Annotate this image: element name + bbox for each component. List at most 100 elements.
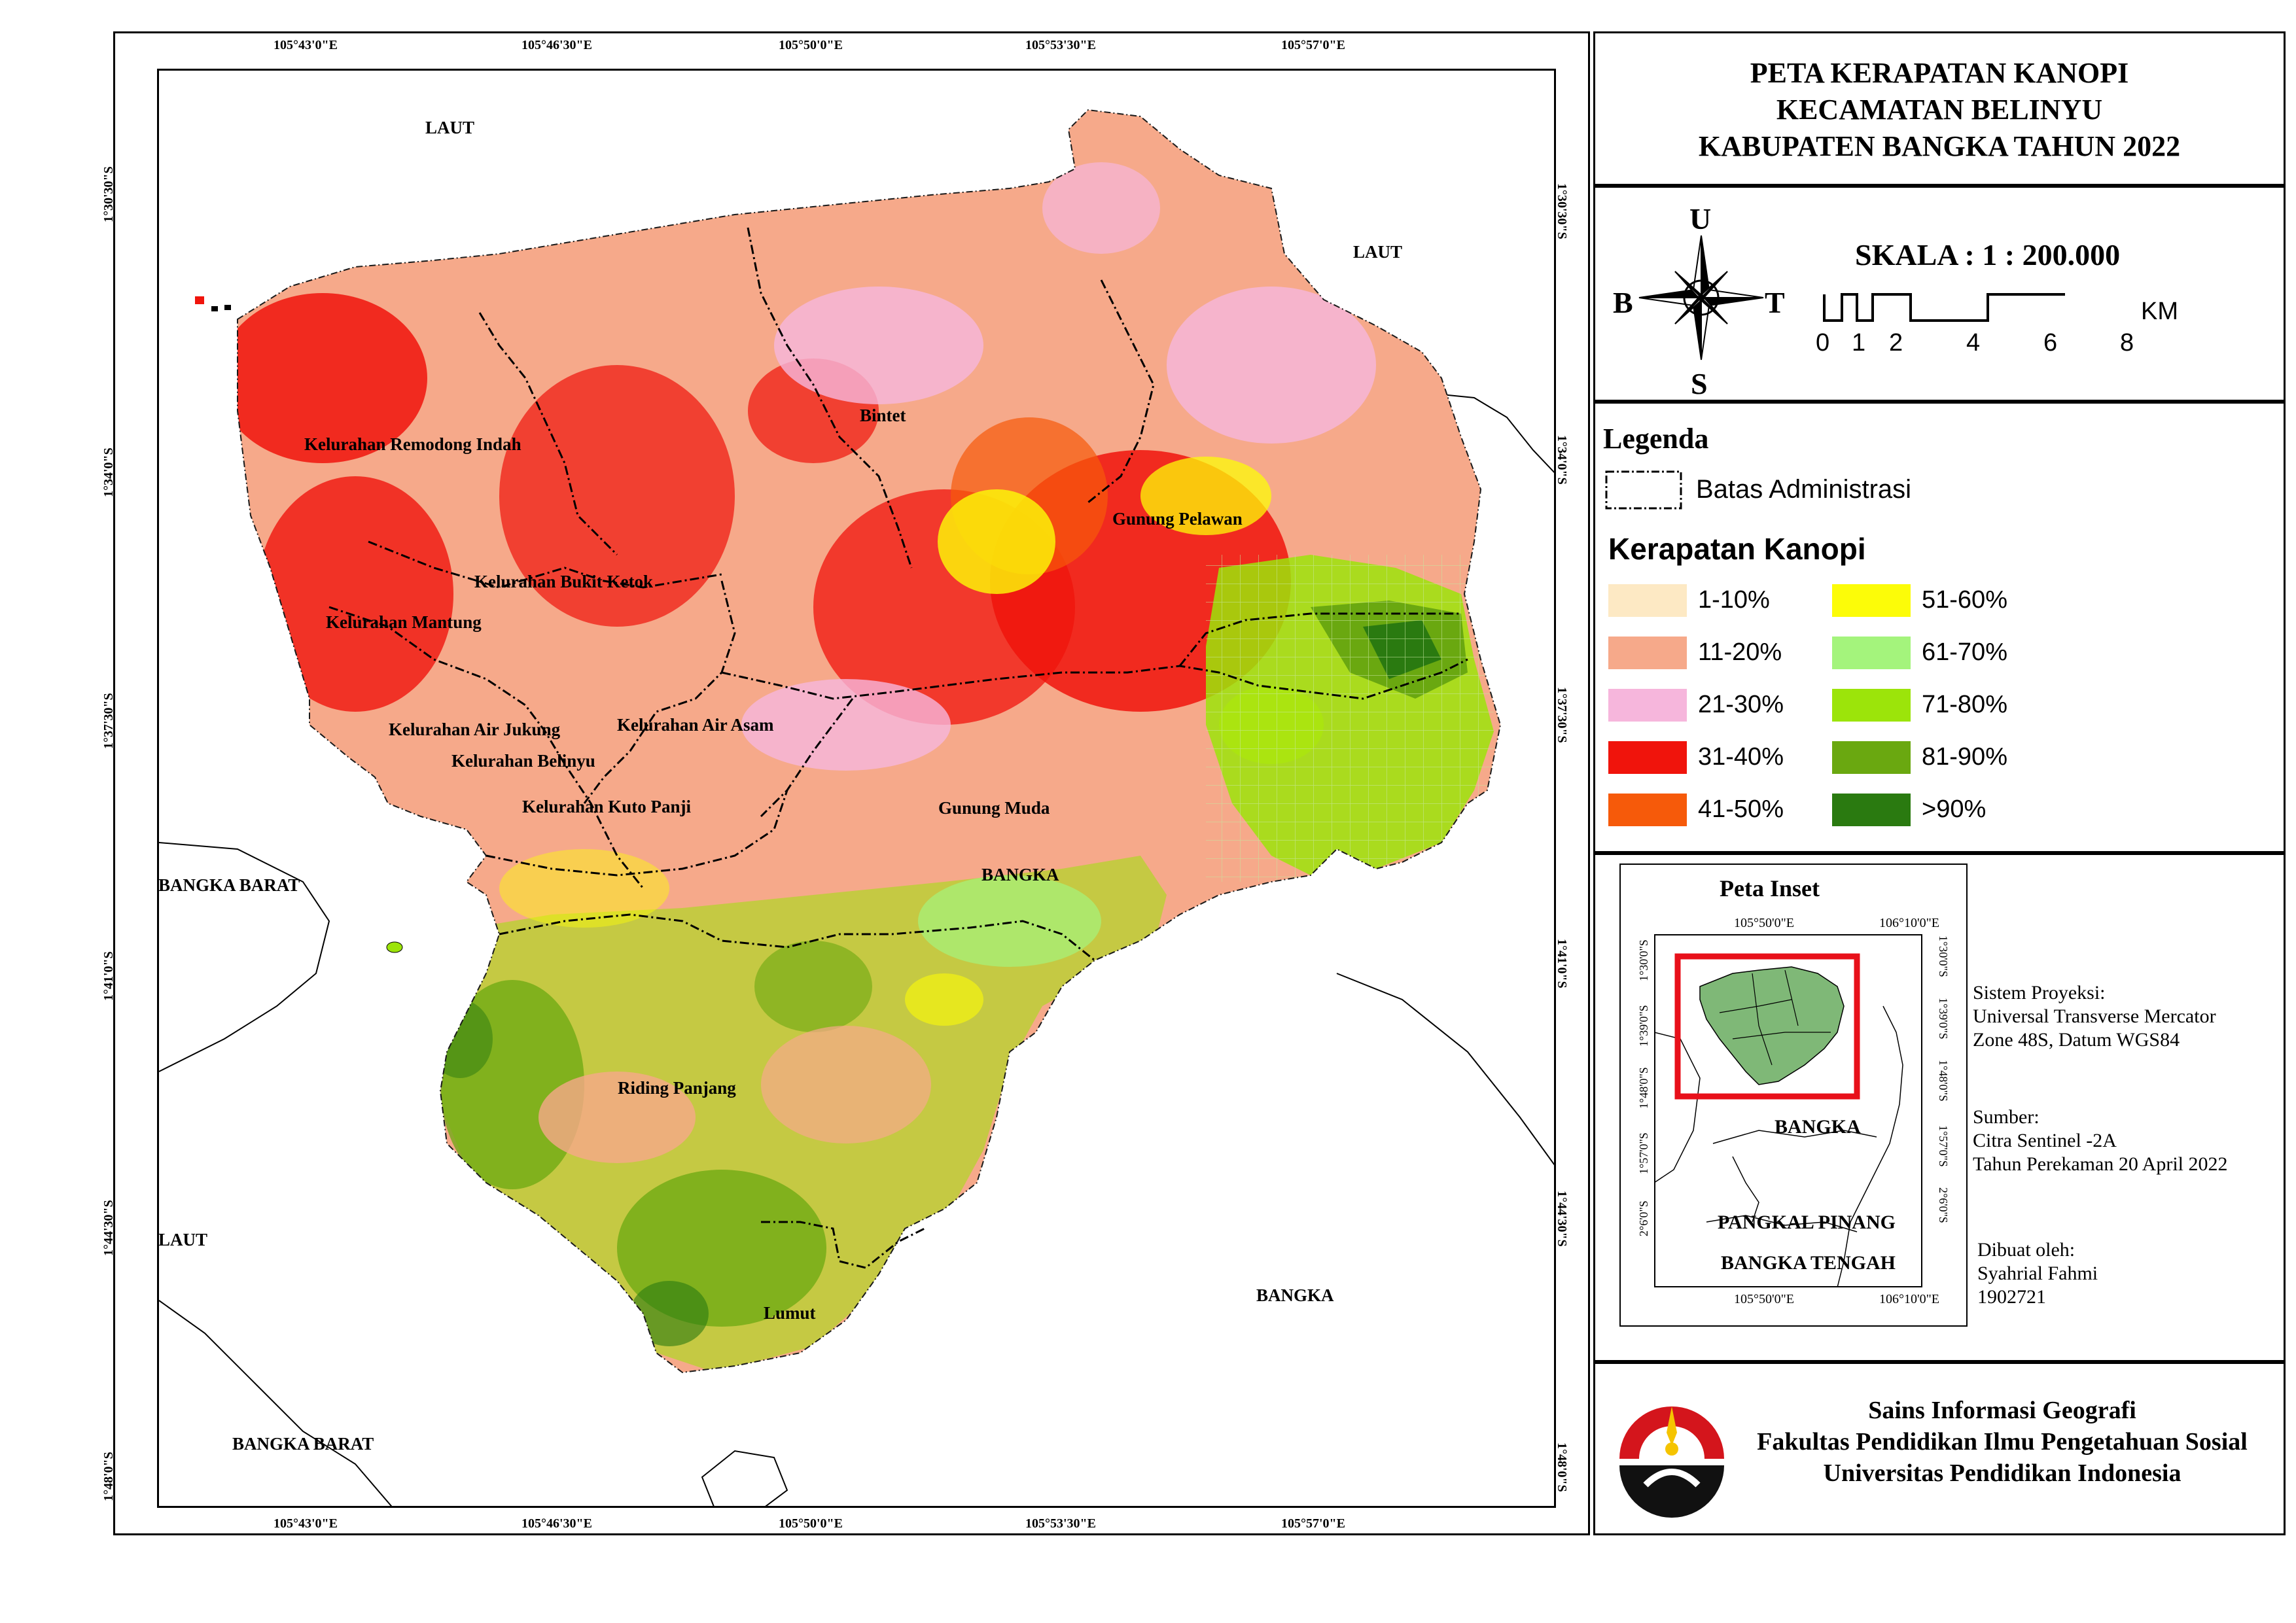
source-label: Sumber:: [1973, 1106, 2040, 1128]
legend-swatch-81-90: [1832, 741, 1911, 774]
label-bangka-barat-w: BANGKA BARAT: [158, 875, 300, 895]
legend-swatch-1-10: [1608, 584, 1687, 617]
coord-top-4: 105°53'30"E: [1025, 38, 1096, 52]
admin-boundary-swatch: [1605, 470, 1682, 510]
inset-coord-bottom-2: 106°10'0"E: [1879, 1292, 1939, 1306]
inset-coord-right-5: 2°6'0"S: [1937, 1187, 1950, 1223]
scale-tick-6: 6: [2043, 329, 2058, 357]
coord-top-1: 105°43'0"E: [274, 38, 338, 52]
title-box: [1593, 31, 2286, 186]
source-line-2: Tahun Perekaman 20 April 2022: [1973, 1153, 2228, 1175]
inset-coord-top-2: 106°10'0"E: [1879, 916, 1939, 930]
label-bangka-se: BANGKA: [1256, 1285, 1334, 1305]
scale-tick-8: 8: [2120, 329, 2134, 357]
scale-label: SKALA : 1 : 200.000: [1855, 238, 2121, 271]
inset-coord-left-4: 1°57'0"S: [1637, 1132, 1650, 1174]
coord-left-6: 1°48'0"S: [101, 1452, 116, 1501]
institution-text: Sains Informasi Geografi Fakultas Pendid…: [1727, 1395, 2277, 1489]
coord-bottom-3: 105°50'0"E: [779, 1516, 843, 1531]
legend-box: [1593, 402, 2286, 853]
university-logo-icon: [1619, 1406, 1724, 1518]
coord-top-5: 105°57'0"E: [1281, 38, 1345, 52]
projection-line-1: Universal Transverse Mercator: [1973, 1005, 2216, 1027]
legend-label-31-40: 31-40%: [1698, 743, 1784, 771]
inset-label-pangkal-pinang: PANGKAL PINANG: [1718, 1212, 1896, 1233]
coord-bottom-5: 105°57'0"E: [1281, 1516, 1345, 1531]
canopy-density-map: [159, 71, 1554, 1506]
inset-map: [1654, 934, 1922, 1287]
label-kelurahan-air-asam: Kelurahan Air Asam: [617, 715, 774, 735]
legend-label-81-90: 81-90%: [1922, 743, 2007, 771]
compass-scale-box: [1593, 186, 2286, 402]
inset-coord-top-1: 105°50'0"E: [1734, 916, 1794, 930]
institution-line-1: Sains Informasi Geografi: [1868, 1397, 2136, 1424]
title-line-2: KECAMATAN BELINYU: [1776, 94, 2103, 126]
legend-label-41-50: 41-50%: [1698, 795, 1784, 823]
legend-swatch-31-40: [1608, 741, 1687, 774]
institution-box: [1593, 1362, 2286, 1535]
map-outer-frame: [113, 31, 1590, 1535]
label-kelurahan-belinyu: Kelurahan Belinyu: [451, 751, 595, 771]
legend-swatch-61-70: [1832, 637, 1911, 669]
compass-rose-icon: [1638, 235, 1764, 360]
inset-coord-left-3: 1°48'0"S: [1637, 1067, 1650, 1109]
inset-coord-right-3: 1°48'0"S: [1937, 1060, 1950, 1102]
legend-label-11-20: 11-20%: [1698, 638, 1782, 666]
coord-right-3: 1°37'30"S: [1555, 687, 1569, 743]
scale-tick-0: 0: [1816, 329, 1830, 357]
coord-bottom-2: 105°46'30"E: [521, 1516, 592, 1531]
author-id: 1902721: [1977, 1286, 2046, 1308]
institution-line-3: Universitas Pendidikan Indonesia: [1823, 1459, 2181, 1487]
label-kelurahan-bukit-ketok: Kelurahan Bukit Ketok: [474, 572, 654, 591]
scale-bar: [1823, 293, 2065, 322]
label-lumut: Lumut: [764, 1303, 816, 1323]
label-kelurahan-air-jukung: Kelurahan Air Jukung: [389, 720, 561, 739]
projection-label: Sistem Proyeksi:: [1973, 982, 2106, 1003]
label-bintet: Bintet: [860, 406, 906, 425]
coord-right-5: 1°44'30"S: [1555, 1191, 1569, 1247]
label-kelurahan-mantung: Kelurahan Mantung: [326, 612, 482, 632]
legend-label-over-90: >90%: [1922, 795, 1987, 823]
label-laut-nw: LAUT: [425, 118, 475, 137]
label-gunung-muda: Gunung Muda: [938, 798, 1050, 818]
coord-left-4: 1°41'0"S: [101, 951, 116, 1001]
scale-unit: KM: [2141, 298, 2178, 325]
institution-line-2: Fakultas Pendidikan Ilmu Pengetahuan Sos…: [1757, 1428, 2248, 1456]
projection-info: Sistem Proyeksi: Universal Transverse Me…: [1973, 981, 2216, 1052]
label-kelurahan-remodong-indah: Kelurahan Remodong Indah: [304, 434, 521, 454]
inset-coord-right-2: 1°39'0"S: [1937, 998, 1950, 1039]
coord-top-2: 105°46'30"E: [521, 38, 592, 52]
source-line-1: Citra Sentinel -2A: [1973, 1130, 2117, 1151]
coord-right-2: 1°34'0"S: [1555, 435, 1569, 485]
legend-swatch-41-50: [1608, 794, 1687, 826]
coord-right-6: 1°48'0"S: [1555, 1442, 1569, 1492]
map-title: PETA KERAPATAN KANOPI KECAMATAN BELINYU …: [1593, 55, 2286, 165]
author-label: Dibuat oleh:: [1977, 1239, 2075, 1261]
legend-heading: Legenda: [1603, 423, 1709, 455]
inset-coord-right-4: 1°57'0"S: [1937, 1125, 1950, 1167]
legend-label-61-70: 61-70%: [1922, 638, 2007, 666]
legend-swatch-21-30: [1608, 689, 1687, 722]
label-gunung-pelawan: Gunung Pelawan: [1112, 509, 1243, 529]
inset-coord-bottom-1: 105°50'0"E: [1734, 1292, 1794, 1306]
inset-coord-left-2: 1°39'0"S: [1637, 1005, 1650, 1047]
compass-west: B: [1613, 286, 1633, 319]
scale-tick-1: 1: [1852, 329, 1866, 357]
coord-left-3: 1°37'30"S: [101, 693, 116, 749]
scale-tick-4: 4: [1966, 329, 1981, 357]
inset-meta-box: [1593, 853, 2286, 1362]
label-laut-ne: LAUT: [1353, 242, 1403, 262]
coord-bottom-4: 105°53'30"E: [1025, 1516, 1096, 1531]
legend-label-51-60: 51-60%: [1922, 586, 2007, 614]
inset-coord-left-1: 1°30'0"S: [1637, 939, 1650, 981]
title-line-1: PETA KERAPATAN KANOPI: [1750, 57, 2129, 89]
inset-label-bangka: BANGKA: [1775, 1116, 1861, 1138]
inset-title: Peta Inset: [1720, 875, 1820, 901]
compass-north: U: [1689, 202, 1712, 236]
coord-top-3: 105°50'0"E: [779, 38, 843, 52]
coord-left-1: 1°30'30"S: [101, 166, 116, 222]
coord-right-1: 1°30'30"S: [1555, 183, 1569, 239]
coord-right-4: 1°41'0"S: [1555, 939, 1569, 988]
legend-swatch-over-90: [1832, 794, 1911, 826]
label-riding-panjang: Riding Panjang: [618, 1078, 736, 1098]
